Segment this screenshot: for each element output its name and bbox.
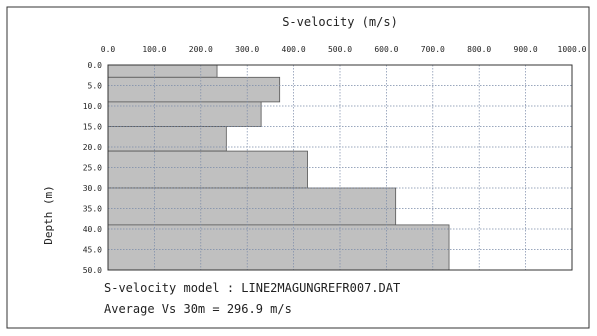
x-tick-label: 800.0 bbox=[467, 45, 491, 54]
velocity-layers bbox=[107, 64, 450, 271]
x-tick-label: 300.0 bbox=[235, 45, 259, 54]
model-caption: S-velocity model : LINE2MAGUNGREFR007.DA… bbox=[104, 281, 401, 295]
velocity-layer-7 bbox=[107, 224, 450, 271]
x-tick-label: 100.0 bbox=[142, 45, 166, 54]
y-tick-label: 30.0 bbox=[83, 184, 102, 193]
y-tick-label: 20.0 bbox=[83, 143, 102, 152]
x-tick-label: 0.0 bbox=[101, 45, 116, 54]
velocity-layer-3 bbox=[107, 101, 262, 127]
x-tick-labels: 0.0 100.0 200.0 300.0 400.0 500.0 600.0 700.0 80… bbox=[101, 45, 587, 54]
y-tick-label: 15.0 bbox=[83, 123, 102, 132]
x-tick-label: 700.0 bbox=[421, 45, 445, 54]
x-tick-label: 900.0 bbox=[514, 45, 538, 54]
average-vs30-caption: Average Vs 30m = 296.9 m/s bbox=[104, 302, 292, 316]
y-tick-label: 45.0 bbox=[83, 246, 102, 255]
y-tick-label: 50.0 bbox=[83, 266, 102, 275]
x-tick-label: 600.0 bbox=[374, 45, 398, 54]
x-tick-label: 200.0 bbox=[189, 45, 213, 54]
y-tick-label: 0.0 bbox=[88, 61, 103, 70]
x-tick-label: 500.0 bbox=[328, 45, 352, 54]
velocity-layer-6 bbox=[107, 187, 397, 226]
grid-lines bbox=[108, 65, 572, 270]
y-tick-label: 40.0 bbox=[83, 225, 102, 234]
y-tick-labels: 0.0 5.0 10.0 15.0 20.0 25.0 30.0 35.0 40.0 45.0 50… bbox=[83, 61, 102, 275]
plot-area bbox=[107, 64, 573, 271]
y-tick-label: 25.0 bbox=[83, 164, 102, 173]
x-tick-label: 1000.0 bbox=[558, 45, 587, 54]
velocity-layer-5 bbox=[107, 150, 308, 189]
x-tick-label: 400.0 bbox=[282, 45, 306, 54]
chart-title: S-velocity (m/s) bbox=[282, 15, 398, 29]
y-tick-label: 10.0 bbox=[83, 102, 102, 111]
y-axis-label: Depth (m) bbox=[42, 185, 55, 245]
y-tick-label: 5.0 bbox=[88, 82, 103, 91]
y-tick-label: 35.0 bbox=[83, 205, 102, 214]
velocity-layer-4 bbox=[107, 126, 227, 152]
velocity-layer-2 bbox=[107, 76, 281, 103]
